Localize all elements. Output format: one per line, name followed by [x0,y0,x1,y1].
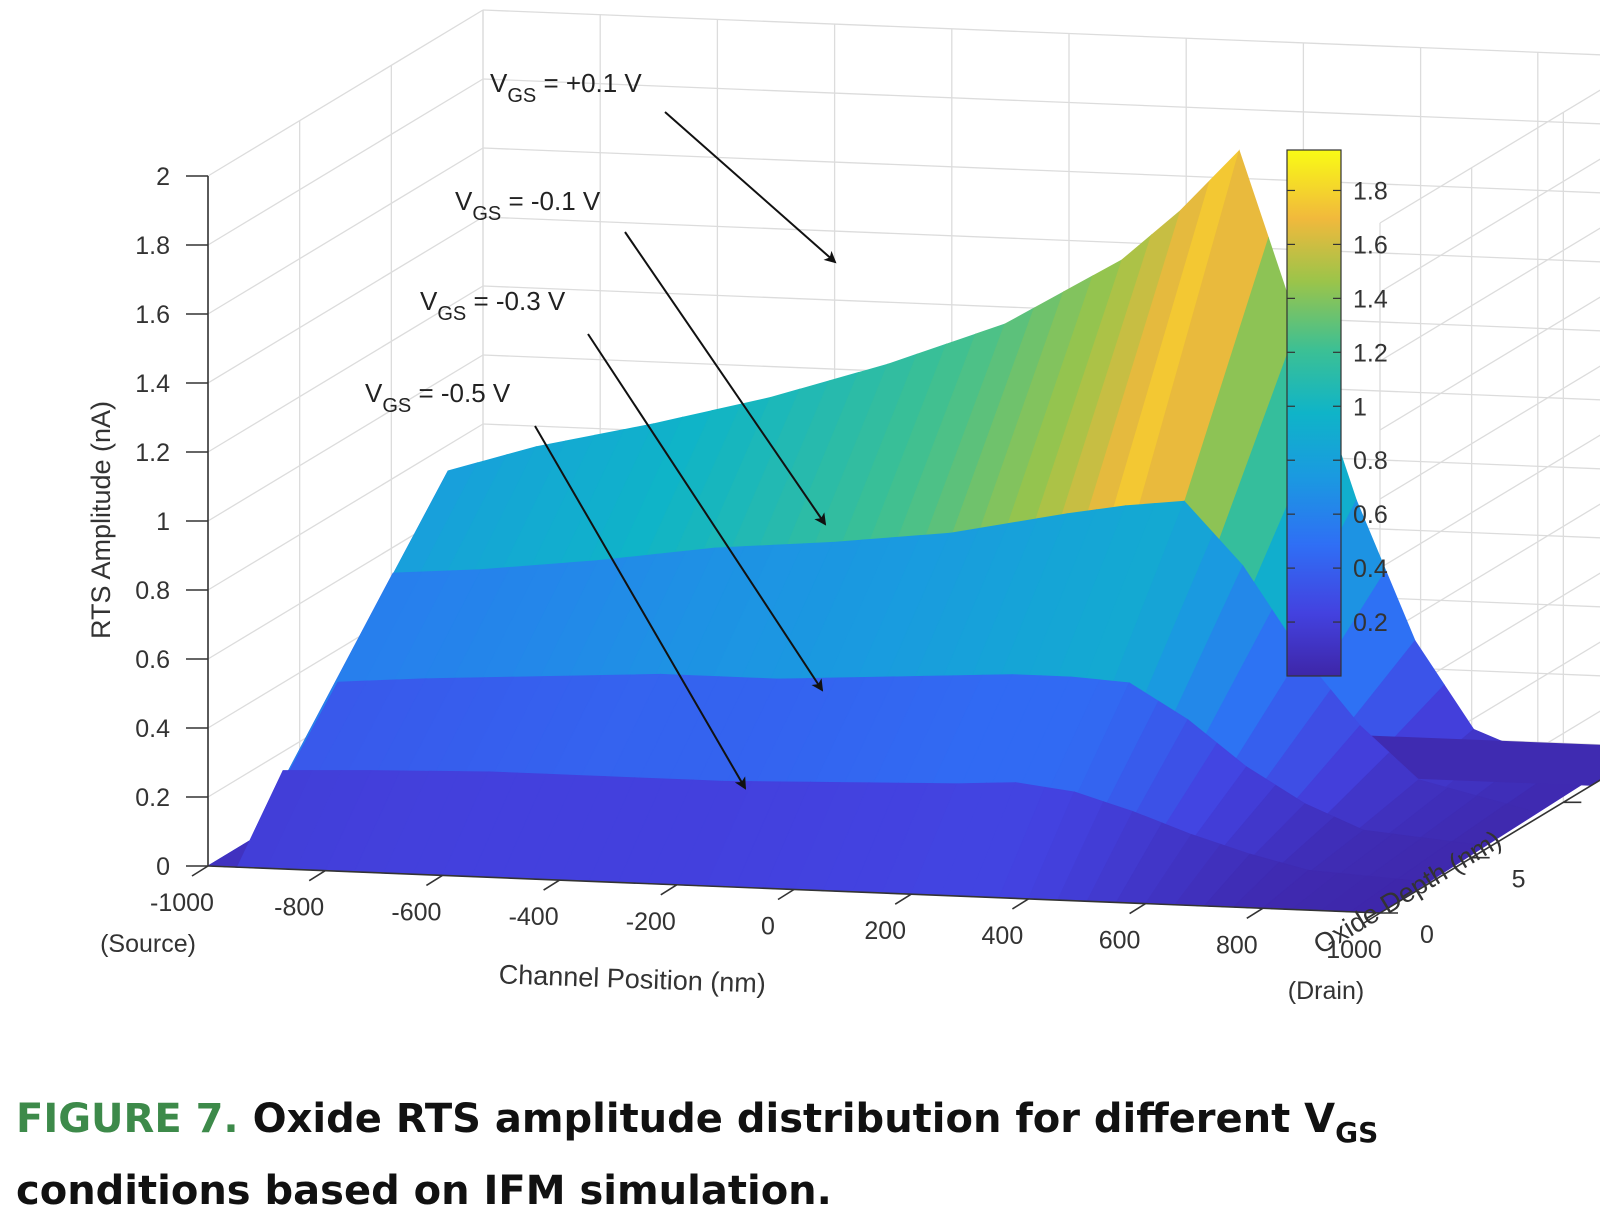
x-end-label-source: (Source) [100,930,196,958]
x-end-label-drain: (Drain) [1288,977,1364,1005]
x-tick-mark [543,879,561,891]
grid-line-back-z [1379,296,1600,431]
colorbar-tick-label: 1.8 [1353,177,1388,205]
colorbar-tick-label: 1.2 [1353,339,1388,367]
colorbar-gradient [1286,149,1342,677]
annotation-value: = -0.1 V [501,186,601,216]
grid-line-left-z [207,78,484,246]
x-tick-label: -400 [509,903,559,931]
annotation-subscript: GS [472,203,501,225]
x-tick-mark [894,893,912,905]
annotation-label: VGS = +0.1 V [490,68,642,107]
x-tick-mark [1129,902,1147,915]
x-tick-mark [1363,912,1381,924]
x-tick-mark [1246,907,1264,919]
caption-text-2: conditions based on IFM simulation. [16,1168,832,1214]
annotation-prefix: V [420,286,438,316]
annotation-arrow [624,231,827,526]
caption-subscript: GS [1335,1116,1379,1149]
z-tick-label: 1.8 [135,232,170,260]
z-tick-label: 0 [156,853,170,881]
annotation-arrow [534,425,747,790]
grid-line-wall-z [482,78,1600,125]
z-tick-label: 1.6 [135,301,170,329]
x-axis-title: Channel Position (nm) [498,959,766,998]
z-tick-label: 0.2 [135,784,170,812]
grid-line-left-z [207,285,484,453]
z-tick-label: 1.2 [135,439,170,467]
grid-line-back-z [1379,227,1600,362]
grid-line-left-z [207,216,484,384]
grid-line-back-z [1379,158,1600,293]
x-tick-label: 1000 [1326,936,1382,964]
colorbar-tick-label: 1.4 [1353,285,1388,313]
grid-line-back-z [1379,503,1600,638]
annotation-value: = -0.5 V [411,378,511,408]
x-tick-label: 600 [1099,927,1141,955]
grid-line-left-z [207,147,484,315]
colorbar-tick-label: 0.4 [1353,555,1388,583]
colorbar-tick-label: 1.6 [1353,231,1388,259]
z-tick-label: 1 [156,508,170,536]
x-tick-mark [777,888,795,901]
z-tick-label: 0.8 [135,577,170,605]
annotation-prefix: V [365,378,383,408]
annotation-value: = +0.1 V [536,68,642,98]
grid-line-left-z [207,9,484,177]
x-tick-mark [425,874,443,887]
figure-label: FIGURE 7. [16,1096,239,1142]
colorbar-tick-label: 1 [1353,393,1367,421]
x-tick-label: 800 [1216,931,1258,959]
grid-line-back-z [1379,89,1600,224]
annotation-label: VGS = -0.3 V [420,286,566,325]
x-tick-label: 200 [864,917,906,945]
grid-line-wall-z [482,147,1600,194]
annotation-prefix: V [490,68,508,98]
x-tick-label: -1000 [150,889,214,917]
x-tick-label: -800 [274,894,324,922]
annotation-subscript: GS [382,395,411,417]
surface-chart: -1000 -800 -600 -400 -200 0 200 400 600 800 1000 0 5… [86,9,1600,1005]
z-tick-label: 0.4 [135,715,170,743]
z-tick-label: 0.6 [135,646,170,674]
surface-layer [206,149,1600,914]
x-tick-label: 0 [761,913,775,941]
z-axis-title: RTS Amplitude (nA) [86,401,116,639]
x-tick-label: -200 [626,908,676,936]
annotation-value: = -0.3 V [466,286,566,316]
y-tick-label: 5 [1512,866,1526,894]
x-tick-mark [191,865,209,877]
colorbar-tick-label: 0.6 [1353,501,1388,529]
grid-line-left-z [207,354,484,522]
x-tick-label: 400 [982,922,1024,950]
grid-line-left-z [207,423,484,591]
annotation-subscript: GS [437,303,466,325]
x-tick-label: -600 [391,898,441,926]
surface-ribbon-4 [206,770,1427,914]
annotation-subscript: GS [507,85,536,107]
z-tick-label: 1.4 [135,370,170,398]
x-tick-mark [308,870,326,882]
grid-line-wall-z [482,216,1600,263]
figure-caption: FIGURE 7. Oxide RTS amplitude distributio… [16,1090,1586,1220]
colorbar: 0.2 0.4 0.6 0.8 1 1.2 1.4 1.6 1.8 [1286,149,1388,677]
grid-line-wall-z [482,9,1600,56]
colorbar-tick-label: 0.2 [1353,609,1388,637]
colorbar-tick-label: 0.8 [1353,447,1388,475]
annotation-label: VGS = -0.5 V [365,378,511,417]
z-tick-label: 2 [156,163,170,191]
annotation-label: VGS = -0.1 V [455,186,601,225]
grid-line-back-z [1379,434,1600,569]
caption-text-1: Oxide RTS amplitude distribution for dif… [252,1096,1336,1142]
y-tick-label: 0 [1420,921,1434,949]
x-tick-mark [1011,898,1029,910]
annotation-prefix: V [455,186,473,216]
annotation-arrow [587,333,824,692]
annotation-arrow [664,111,837,264]
y-axis-line [1379,779,1600,914]
x-tick-mark [660,884,678,896]
grid-line-back-z [1379,365,1600,500]
